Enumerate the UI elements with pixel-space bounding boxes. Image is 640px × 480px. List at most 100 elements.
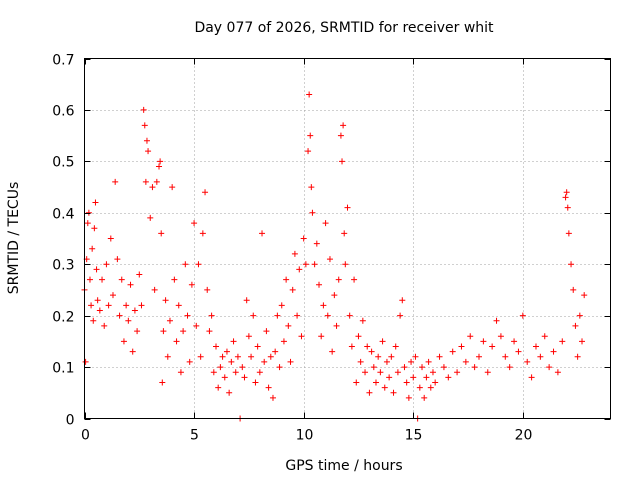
data-point (91, 225, 98, 232)
y-axis-label: SRMTID / TECUs (6, 182, 22, 295)
data-point (177, 369, 184, 376)
data-point (506, 364, 513, 371)
data-point (184, 312, 191, 319)
data-point (289, 286, 296, 293)
data-point (149, 184, 156, 191)
data-point (182, 261, 189, 268)
data-point (427, 384, 434, 391)
data-point (311, 261, 318, 268)
x-tick-label: 5 (190, 428, 199, 444)
data-point (134, 328, 141, 335)
data-point (375, 353, 382, 360)
x-axis-label: GPS time / hours (285, 458, 402, 474)
data-point (96, 307, 103, 314)
data-point (364, 343, 371, 350)
data-point (112, 178, 119, 185)
data-point (86, 276, 93, 283)
data-point (565, 230, 572, 237)
y-tick-label: 0.2 (52, 310, 74, 326)
data-point (471, 364, 478, 371)
data-point (88, 302, 95, 309)
data-point (103, 261, 110, 268)
data-point (217, 364, 224, 371)
data-point (261, 358, 268, 365)
data-point (423, 374, 430, 381)
data-point (394, 369, 401, 376)
data-point (335, 276, 342, 283)
data-point (195, 261, 202, 268)
data-point (326, 256, 333, 263)
data-point (532, 343, 539, 350)
data-point (186, 358, 193, 365)
data-point (366, 389, 373, 396)
data-point (219, 353, 226, 360)
data-point (175, 302, 182, 309)
data-point (445, 374, 452, 381)
data-point (252, 379, 259, 386)
x-tick-label: 15 (405, 428, 423, 444)
data-point (169, 184, 176, 191)
data-point (278, 302, 285, 309)
data-point (226, 389, 233, 396)
data-point (318, 333, 325, 340)
data-point (241, 374, 248, 381)
data-point (254, 343, 261, 350)
data-point (109, 292, 116, 299)
data-point (228, 358, 235, 365)
data-point (449, 348, 456, 355)
data-point (392, 343, 399, 350)
data-point (386, 374, 393, 381)
data-point (519, 312, 526, 319)
data-point (166, 317, 173, 324)
data-point (89, 245, 96, 252)
data-point (120, 338, 127, 345)
data-point (206, 328, 213, 335)
data-point (125, 317, 132, 324)
data-point (511, 338, 518, 345)
data-point (93, 266, 100, 273)
data-point (159, 379, 166, 386)
data-point (403, 379, 410, 386)
data-point (105, 302, 112, 309)
data-point (554, 369, 561, 376)
data-point (90, 317, 97, 324)
data-point (370, 364, 377, 371)
data-point (572, 322, 579, 329)
data-point (313, 240, 320, 247)
data-point (341, 230, 348, 237)
data-point (230, 338, 237, 345)
data-point (234, 353, 241, 360)
data-point (213, 343, 219, 350)
data-point (291, 250, 298, 257)
data-point (164, 353, 171, 360)
y-tick-label: 0.3 (52, 258, 74, 274)
data-point (269, 394, 276, 401)
data-point (337, 132, 344, 139)
data-point (581, 292, 588, 299)
data-point (114, 256, 121, 263)
data-point (462, 358, 469, 365)
data-point (173, 338, 180, 345)
data-point (191, 220, 198, 227)
data-point (348, 343, 355, 350)
data-point (129, 348, 136, 355)
data-point (101, 322, 108, 329)
data-point (141, 122, 148, 129)
data-point (559, 338, 566, 345)
data-point (160, 328, 167, 335)
data-point (333, 322, 340, 329)
data-point (294, 312, 301, 319)
data-point (331, 292, 338, 299)
data-point (285, 322, 292, 329)
grid-lines (84, 58, 611, 419)
data-point (157, 158, 164, 165)
data-point (562, 194, 569, 201)
data-point (204, 286, 211, 293)
data-point (276, 364, 283, 371)
data-point (215, 384, 222, 391)
data-point (107, 235, 114, 242)
data-point (308, 184, 315, 191)
data-point (421, 394, 428, 401)
data-point (388, 353, 395, 360)
data-point (85, 209, 92, 216)
